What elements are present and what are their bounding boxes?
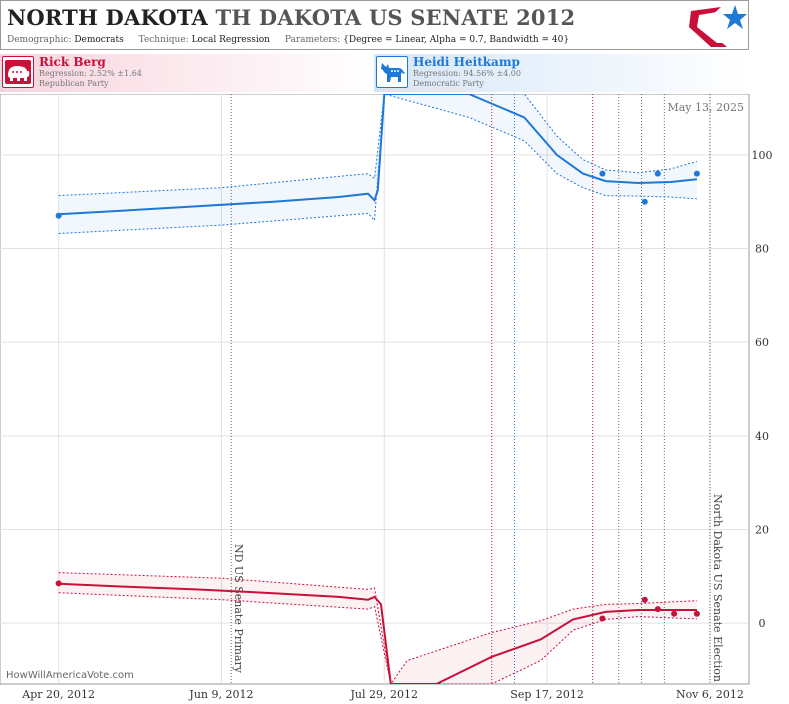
party-text-democrat: Democratic Party [413, 79, 484, 88]
data-point-rick-berg [599, 615, 606, 622]
candidate-republican: Rick Berg Regression: 2.52% ±1.64 Republ… [0, 54, 372, 92]
title-race: TH DAKOTA US SENATE 2012 [215, 5, 576, 30]
y-tick-label: 80 [755, 243, 769, 256]
x-tick-label: Sep 17, 2012 [510, 688, 584, 701]
parameters-label: Parameters: [284, 35, 341, 45]
confidence-band-heidi-heitkamp [58, 94, 697, 234]
trend-line-heidi-heitkamp [58, 94, 698, 216]
title-state: NORTH DAKOTA [7, 5, 209, 30]
y-tick-label: 40 [755, 430, 769, 443]
page-title: NORTH DAKOTA TH DAKOTA US SENATE 2012 [7, 5, 575, 30]
candidate-regression-republican: Regression: 2.52% ±1.64 Republican Party [39, 69, 142, 89]
data-point-heidi-heitkamp [693, 170, 700, 177]
grid-lines [0, 94, 749, 684]
regression-text-republican: Regression: 2.52% ±1.64 [39, 69, 142, 78]
data-point-rick-berg [671, 610, 678, 617]
party-text-republican: Republican Party [39, 79, 109, 88]
regression-text-democrat: Regression: 94.56% ±4.00 [413, 69, 521, 78]
elephant-icon [2, 56, 34, 88]
x-tick-label: Jul 29, 2012 [350, 688, 419, 701]
chart-plot: ND US Senate Primary North Dakota US Sena… [0, 94, 773, 701]
parameters-value: {Degree = Linear, Alpha = 0.7, Bandwidth… [343, 35, 570, 45]
series-group [55, 94, 700, 684]
demographic-value: Democrats [74, 35, 124, 45]
technique-label: Technique: [138, 35, 189, 45]
trend-line-rick-berg [58, 582, 697, 684]
date-stamp: May 13, 2025 [667, 101, 744, 114]
chart-header: NORTH DAKOTA TH DAKOTA US SENATE 2012 De… [0, 0, 749, 50]
series-layer [55, 94, 700, 684]
x-axis-ticks: Apr 20, 2012 Jun 9, 2012 Jul 29, 2012 Sep 1… [21, 688, 744, 701]
y-tick-label: 100 [752, 149, 773, 162]
data-point-rick-berg [693, 610, 700, 617]
data-point-rick-berg [55, 580, 62, 587]
candidate-name-republican: Rick Berg [39, 55, 106, 69]
event-label: ND US Senate Primary [232, 544, 245, 674]
chart-parameters: Demographic: Democrats Technique: Local … [7, 35, 581, 45]
x-tick-label: Apr 20, 2012 [21, 688, 95, 701]
data-point-heidi-heitkamp [599, 170, 606, 177]
x-tick-label: Nov 6, 2012 [676, 688, 744, 701]
y-tick-label: 20 [755, 523, 769, 536]
data-point-rick-berg [641, 596, 648, 603]
event-label: North Dakota US Senate Election [711, 494, 724, 682]
data-point-heidi-heitkamp [654, 170, 661, 177]
event-lines: ND US Senate Primary North Dakota US Sena… [230, 94, 724, 684]
lower-bound-rick-berg [58, 592, 697, 684]
data-point-heidi-heitkamp [55, 212, 62, 219]
confidence-band-rick-berg [58, 572, 697, 684]
data-point-heidi-heitkamp [641, 198, 648, 205]
x-tick-label: Jun 9, 2012 [188, 688, 253, 701]
site-credit: HowWillAmericaVote.com [6, 670, 134, 681]
candidate-democrat: Heidi Heitkamp Regression: 94.56% ±4.00 … [374, 54, 750, 92]
candidate-name-democrat: Heidi Heitkamp [413, 55, 520, 69]
upper-bound-heidi-heitkamp [58, 94, 698, 197]
demographic-label: Demographic: [7, 35, 72, 45]
data-point-rick-berg [654, 606, 661, 613]
candidate-regression-democrat: Regression: 94.56% ±4.00 Democratic Part… [413, 69, 521, 89]
upper-bound-rick-berg [58, 572, 697, 684]
donkey-icon [376, 56, 408, 88]
site-logo-icon [689, 5, 747, 47]
y-tick-label: 60 [755, 336, 769, 349]
y-axis-ticks: 0 20 40 60 80 100 [752, 149, 773, 630]
y-tick-label: 0 [759, 617, 766, 630]
technique-value: Local Regression [191, 35, 270, 45]
